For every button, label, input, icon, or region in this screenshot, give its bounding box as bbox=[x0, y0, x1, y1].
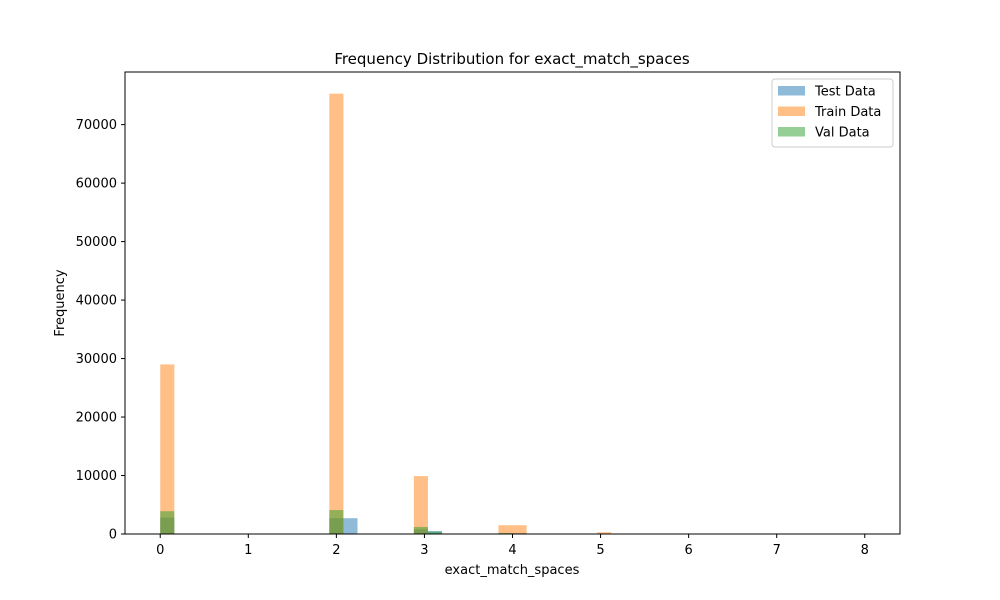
legend-label-val-data: Val Data bbox=[815, 126, 870, 141]
x-tick-label: 1 bbox=[244, 543, 252, 558]
y-tick-label: 40000 bbox=[76, 294, 117, 309]
x-tick-label: 3 bbox=[420, 543, 428, 558]
legend-swatch-val-data bbox=[778, 127, 805, 137]
bar-train-data-3 bbox=[498, 525, 527, 534]
x-tick-label: 7 bbox=[773, 543, 781, 558]
x-tick-label: 2 bbox=[332, 543, 340, 558]
chart-title: Frequency Distribution for exact_match_s… bbox=[334, 50, 690, 69]
y-tick-label: 10000 bbox=[76, 469, 117, 484]
y-axis-label: Frequency bbox=[53, 269, 68, 336]
bar-val-data-1 bbox=[329, 510, 344, 534]
bar-test-data-2 bbox=[343, 518, 358, 534]
bars-layer bbox=[160, 93, 865, 534]
bar-val-data-3 bbox=[427, 531, 443, 534]
legend-swatch-train-data bbox=[778, 106, 805, 116]
x-tick-label: 8 bbox=[861, 543, 869, 558]
y-tick-label: 30000 bbox=[76, 352, 117, 367]
x-tick-label: 4 bbox=[508, 543, 516, 558]
x-tick-label: 0 bbox=[156, 543, 164, 558]
y-tick-label: 0 bbox=[109, 528, 117, 543]
bar-val-data-2 bbox=[413, 526, 428, 534]
x-tick-label: 5 bbox=[596, 543, 604, 558]
bar-val-data-0 bbox=[160, 511, 175, 534]
y-tick-label: 70000 bbox=[76, 118, 117, 133]
x-tick-label: 6 bbox=[684, 543, 692, 558]
bar-train-data-4 bbox=[597, 532, 612, 534]
y-tick-label: 20000 bbox=[76, 411, 117, 426]
x-axis-label: exact_match_spaces bbox=[445, 563, 580, 578]
legend: Test Data Train Data Val Data bbox=[771, 78, 894, 148]
x-axis-ticks: 0 1 2 3 4 5 6 7 8 bbox=[156, 534, 869, 558]
y-axis-ticks: 0 10000 20000 30000 40000 50000 60000 70000 bbox=[76, 118, 125, 543]
y-tick-label: 50000 bbox=[76, 235, 117, 250]
bar-train-data-0 bbox=[160, 364, 175, 534]
y-tick-label: 60000 bbox=[76, 177, 117, 192]
legend-label-test-data: Test Data bbox=[814, 85, 876, 100]
legend-label-train-data: Train Data bbox=[814, 105, 881, 120]
bar-train-data-2 bbox=[413, 476, 428, 534]
bar-train-data-1 bbox=[329, 93, 344, 534]
legend-swatch-test-data bbox=[778, 86, 805, 96]
